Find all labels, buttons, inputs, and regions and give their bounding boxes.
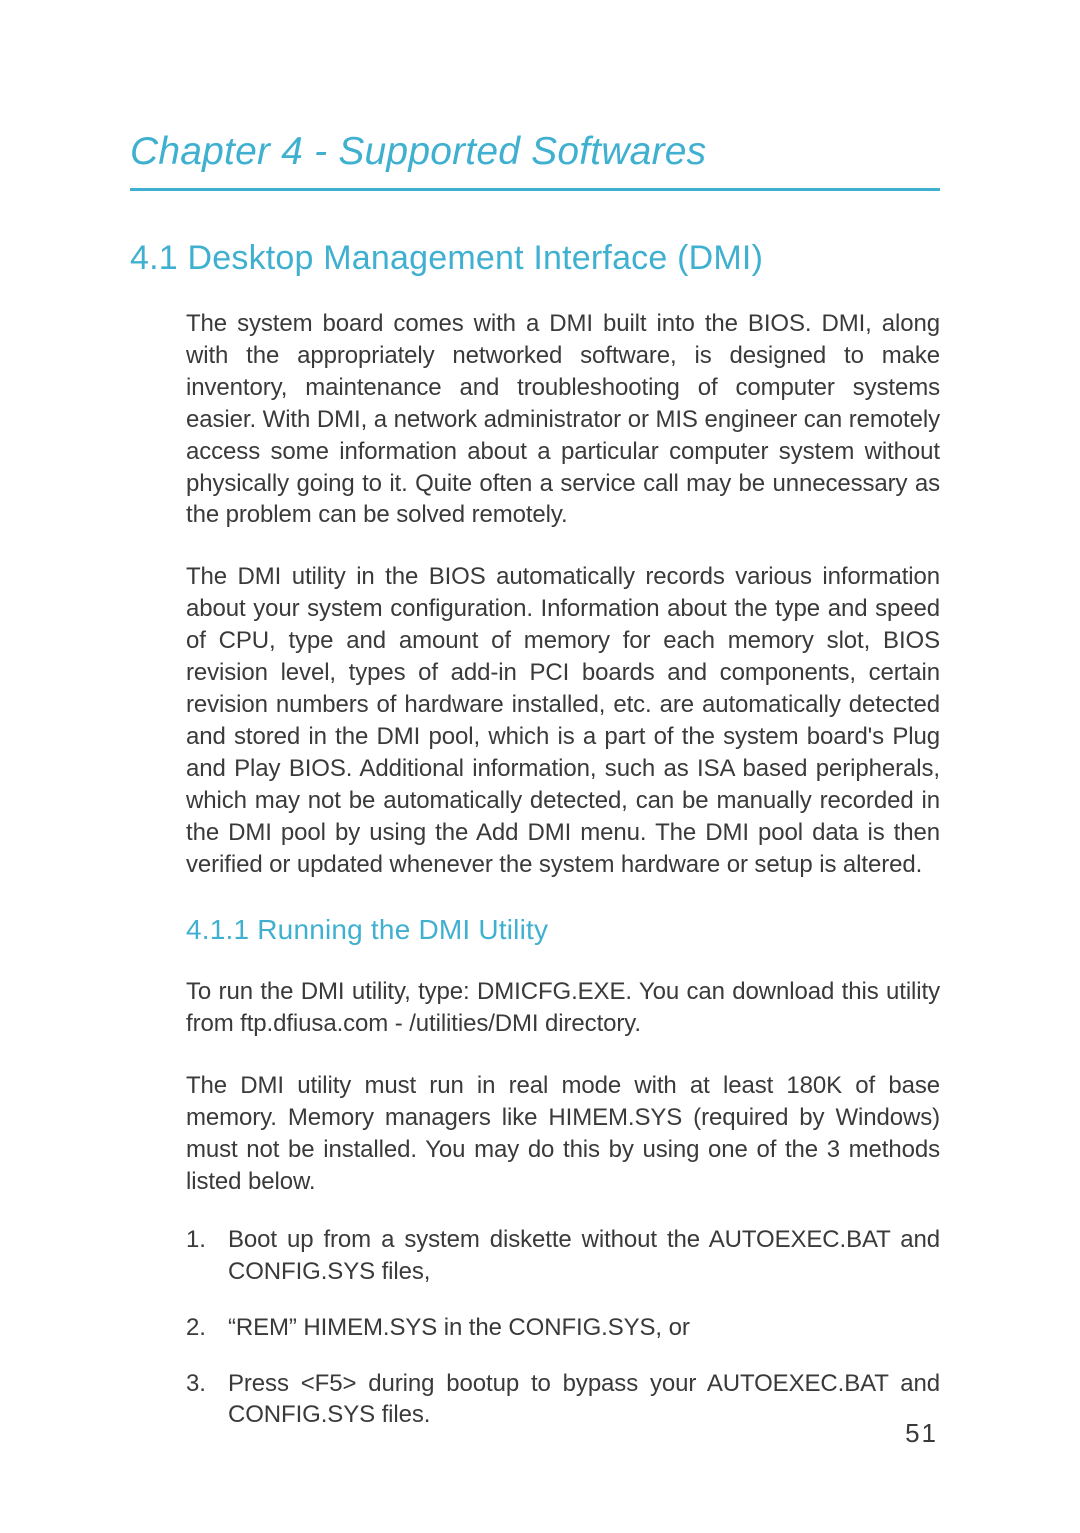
body-paragraph: The system board comes with a DMI built … bbox=[186, 308, 940, 531]
list-item: “REM” HIMEM.SYS in the CONFIG.SYS, or bbox=[186, 1312, 940, 1344]
chapter-title: Chapter 4 - Supported Softwares bbox=[130, 130, 940, 191]
page-number: 51 bbox=[905, 1418, 938, 1449]
body-paragraph: To run the DMI utility, type: DMICFG.EXE… bbox=[186, 976, 940, 1040]
section-heading: 4.1 Desktop Management Interface (DMI) bbox=[130, 239, 940, 278]
body-paragraph: The DMI utility must run in real mode wi… bbox=[186, 1070, 940, 1198]
document-page: Chapter 4 - Supported Softwares 4.1 Desk… bbox=[130, 130, 940, 1455]
numbered-list: Boot up from a system diskette without t… bbox=[186, 1224, 940, 1432]
list-item: Press <F5> during bootup to bypass your … bbox=[186, 1368, 940, 1432]
body-paragraph: The DMI utility in the BIOS automaticall… bbox=[186, 561, 940, 880]
list-item: Boot up from a system diskette without t… bbox=[186, 1224, 940, 1288]
subsection-heading: 4.1.1 Running the DMI Utility bbox=[186, 914, 940, 946]
